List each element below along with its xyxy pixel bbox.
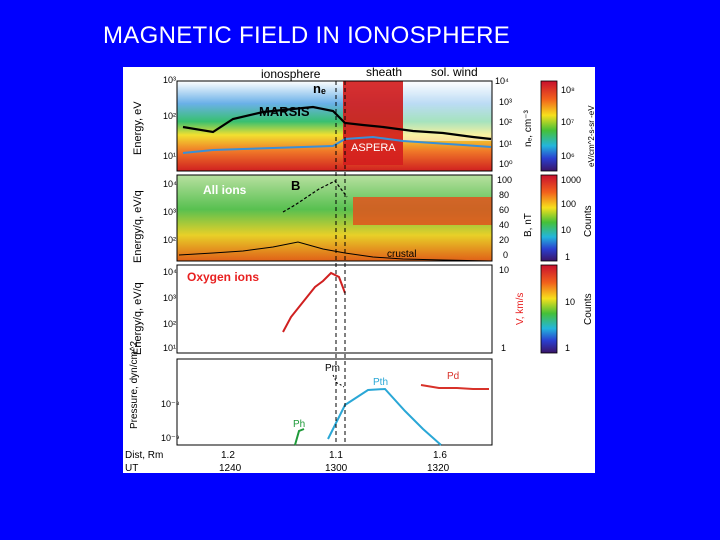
dist-tick-1: 1.1 (329, 450, 343, 461)
p1-ylabel: Energy, eV (132, 101, 144, 155)
label-crustal: crustal (387, 249, 416, 260)
ut-tick-0: 1240 (219, 463, 242, 473)
dist-label: Dist, Rm (125, 450, 163, 461)
ph-curve (294, 428, 305, 446)
p3-cbar-label: Counts (583, 293, 594, 325)
label-all-ions: All ions (203, 183, 247, 197)
p1-rtick-2: 10² (499, 117, 512, 127)
label-oxygen-ions: Oxygen ions (187, 270, 259, 284)
crustal-field-curve (178, 241, 492, 262)
p3-ytick-0: 10⁴ (163, 267, 177, 277)
p1-cbar-tick-1: 10⁷ (561, 117, 574, 127)
label-pth: Pth (373, 377, 388, 388)
pm-points (332, 374, 345, 388)
figure: ionosphere sheath sol. wind nₑ MARSIS AS… (123, 67, 595, 473)
slide-title: MAGNETIC FIELD IN IONOSPHERE (103, 22, 511, 49)
ne-curve (182, 105, 492, 141)
region-label-sheath: sheath (366, 67, 402, 79)
panel-2-sheath-band (353, 197, 492, 225)
p2-rtick-0: 100 (497, 175, 512, 185)
region-label-ionosphere: ionosphere (261, 67, 321, 81)
p3-colorbar (540, 264, 558, 354)
ut-tick-2: 1320 (427, 463, 450, 473)
p4-ytick-1: 10⁻⁹ (161, 433, 180, 443)
p3-ytick-1: 10³ (163, 293, 176, 303)
dist-tick-0: 1.2 (221, 450, 235, 461)
label-marsis: MARSIS (259, 104, 310, 119)
p2-colorbar (540, 174, 558, 262)
p2-rtick-4: 20 (499, 235, 509, 245)
p3-rtick-1: 1 (501, 343, 506, 353)
label-aspera: ASPERA (351, 142, 396, 154)
p1-ytick-0: 10³ (163, 75, 176, 85)
p2-ylabel: Energy/q, eV/q (132, 190, 144, 263)
panel-3-frame (176, 264, 493, 354)
p3-cbar-tick-1: 1 (565, 343, 570, 353)
panel-4: Pm Pth Pd Ph 10⁻⁸ 10⁻⁹ Pressure, dyn/cm^… (129, 341, 493, 446)
panel-2: All ions B crustal 10⁴ 10³ 10² Energy/q,… (132, 174, 594, 263)
label-b: B (291, 178, 300, 193)
p2-cbar-tick-2: 10 (561, 225, 571, 235)
panel-3: Oxygen ions 10⁴ 10³ 10² 10¹ Energy/q, eV… (132, 264, 594, 355)
p2-rtick-5: 0 (503, 250, 508, 260)
p1-rtick-0: 10⁴ (495, 76, 509, 86)
p2-cbar-tick-0: 1000 (561, 175, 581, 185)
p2-rtick-1: 80 (499, 190, 509, 200)
p4-ytick-0: 10⁻⁸ (161, 399, 180, 409)
label-ne: nₑ (313, 81, 326, 96)
label-ph: Ph (293, 419, 305, 430)
ut-tick-1: 1300 (325, 463, 348, 473)
p2-ytick-2: 10² (163, 235, 176, 245)
p3-right-ylabel: V, km/s (515, 293, 526, 325)
p1-rtick-1: 10³ (499, 97, 512, 107)
p2-cbar-tick-1: 100 (561, 199, 576, 209)
ut-label: UT (125, 463, 138, 473)
p2-right-ylabel: B, nT (523, 213, 534, 237)
label-pd: Pd (447, 371, 459, 382)
p1-right-ylabel: nₑ, cm⁻³ (523, 110, 534, 147)
panel-2-frame (176, 174, 493, 262)
label-pm: Pm (325, 363, 340, 374)
p2-rtick-2: 60 (499, 205, 509, 215)
p1-ytick-2: 10¹ (163, 151, 176, 161)
p1-ytick-1: 10² (163, 111, 176, 121)
p3-ytick-3: 10¹ (163, 343, 176, 353)
p3-ylabel: Energy/q, eV/q (132, 282, 144, 355)
region-label-solar-wind: sol. wind (431, 67, 478, 79)
p2-cbar-tick-3: 1 (565, 252, 570, 262)
p2-ytick-0: 10⁴ (163, 179, 177, 189)
p4-ylabel: Pressure, dyn/cm^2 (129, 341, 140, 429)
panel-3-background (177, 265, 492, 353)
p1-rtick-4: 10⁰ (499, 159, 513, 169)
figure-svg: ionosphere sheath sol. wind nₑ MARSIS AS… (125, 67, 595, 473)
p2-ytick-1: 10³ (163, 207, 176, 217)
dist-tick-2: 1.6 (433, 450, 447, 461)
pd-curve (420, 384, 489, 390)
panel-4-frame (176, 358, 493, 446)
p3-ytick-2: 10² (163, 319, 176, 329)
p1-rtick-3: 10¹ (499, 139, 512, 149)
aspera-density-curve (182, 135, 492, 154)
p1-cbar-tick-0: 10⁸ (561, 85, 575, 95)
x-axis: Dist, Rm 1.2 1.1 1.6 UT 1240 1300 1320 (125, 450, 450, 473)
panel-1-frame (176, 80, 493, 172)
p2-rtick-3: 40 (499, 220, 509, 230)
p3-cbar-tick-0: 10 (565, 297, 575, 307)
oxygen-velocity-curve (282, 271, 346, 333)
p1-cbar-tick-2: 10⁶ (561, 151, 575, 161)
p1-colorbar (540, 80, 558, 172)
p2-cbar-label: Counts (583, 205, 594, 237)
p1-cbar-label: eV/cm^2-s-sr -eV (587, 105, 595, 167)
p3-rtick-0: 10 (499, 265, 509, 275)
b-field-points (282, 180, 348, 213)
panel-1: nₑ MARSIS ASPERA 10³ 10² 10¹ Energy, eV … (132, 75, 595, 172)
